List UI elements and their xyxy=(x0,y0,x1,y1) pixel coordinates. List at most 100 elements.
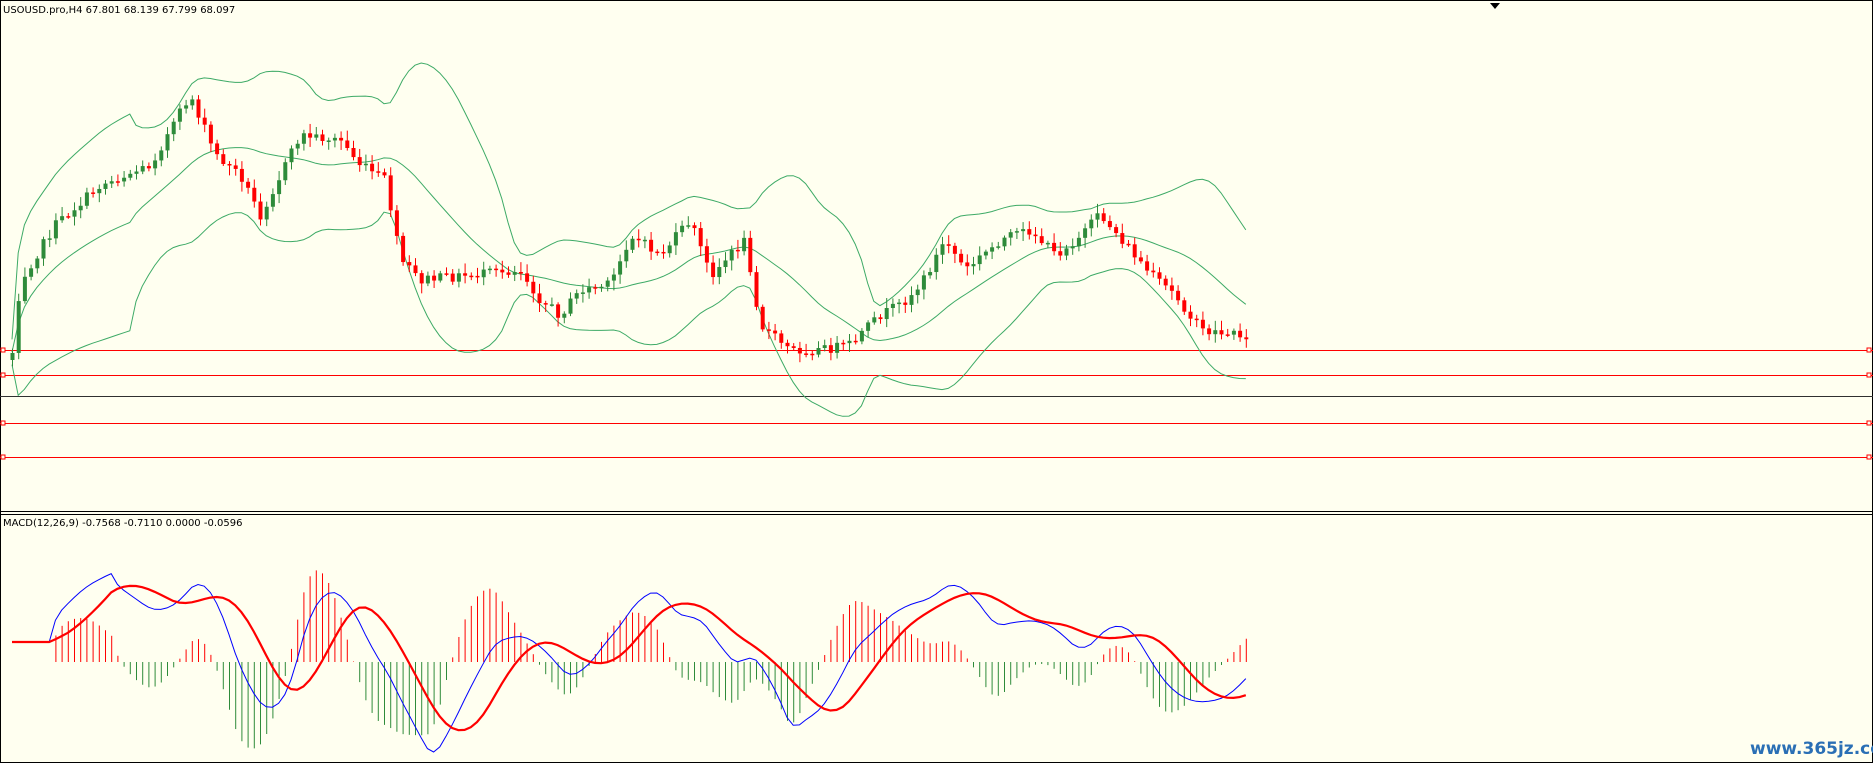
candle-body xyxy=(909,295,914,305)
candle-body xyxy=(165,134,170,151)
candle-body xyxy=(252,187,257,202)
candle-body xyxy=(630,238,635,250)
candle-body xyxy=(760,306,765,330)
candle-body xyxy=(401,235,406,263)
candle-body xyxy=(1058,251,1063,256)
candle-body xyxy=(171,121,176,135)
candle-body xyxy=(1002,237,1007,247)
candle-body xyxy=(680,225,685,233)
candle-body xyxy=(686,225,691,227)
candle-body xyxy=(494,268,499,271)
candle-body xyxy=(996,246,1001,248)
candle-body xyxy=(977,255,982,265)
candle-body xyxy=(264,206,269,220)
candle-body xyxy=(1033,234,1038,237)
candle-body xyxy=(971,264,976,267)
candle-body xyxy=(934,254,939,273)
candle-body xyxy=(1045,242,1050,245)
candle-body xyxy=(742,237,747,252)
candle-body xyxy=(1107,221,1112,228)
candle-body xyxy=(500,269,505,273)
candle-body xyxy=(785,342,790,347)
candle-body xyxy=(556,304,561,318)
bollinger-lower-line xyxy=(11,211,1246,417)
candle-body xyxy=(413,265,418,274)
candle-body xyxy=(698,228,703,247)
macd-pane-title: MACD(12,26,9) -0.7568 -0.7110 0.0000 -0.… xyxy=(3,518,242,529)
candle-body xyxy=(469,275,474,278)
candle-body xyxy=(314,134,319,138)
candle-body xyxy=(97,188,102,194)
candle-body xyxy=(549,304,554,306)
candle-body xyxy=(1157,272,1162,279)
level-marker-left xyxy=(0,372,6,378)
candle-body xyxy=(1219,330,1224,335)
candle-body xyxy=(345,140,350,148)
candle-body xyxy=(438,273,443,281)
bollinger-upper-line xyxy=(11,62,1247,340)
candle-body xyxy=(72,210,77,217)
candle-body xyxy=(332,137,337,141)
candle-body xyxy=(1076,237,1081,247)
candle-body xyxy=(388,175,393,211)
candle-body xyxy=(140,166,145,172)
candle-body xyxy=(574,293,579,299)
candle-body xyxy=(568,298,573,314)
candle-body xyxy=(184,105,189,109)
candle-body xyxy=(537,293,542,304)
price-pane-title: USOUSD.pro,H4 67.801 68.139 67.799 68.09… xyxy=(3,5,235,16)
candle-body xyxy=(897,302,902,305)
candle-body xyxy=(525,273,530,282)
candle-body xyxy=(109,181,114,184)
candle-body xyxy=(506,272,511,275)
candle-body xyxy=(1151,270,1156,273)
candle-body xyxy=(804,353,809,355)
candle-body xyxy=(729,249,734,261)
candle-body xyxy=(394,210,399,236)
candle-body xyxy=(649,239,654,252)
candle-body xyxy=(283,162,288,181)
candle-body xyxy=(903,302,908,305)
candle-body xyxy=(432,275,437,281)
candle-body xyxy=(766,329,771,331)
candle-body xyxy=(277,180,282,195)
candle-body xyxy=(773,330,778,334)
level-marker-right xyxy=(1866,454,1872,460)
candle-body xyxy=(1225,334,1230,336)
candle-body xyxy=(512,272,517,275)
candle-body xyxy=(599,286,604,289)
candle-body xyxy=(233,165,238,169)
candle-body xyxy=(1014,231,1019,233)
candle-body xyxy=(382,172,387,176)
candle-body xyxy=(270,194,275,207)
macd-main-line xyxy=(12,573,1247,753)
candle-body xyxy=(1163,278,1168,286)
level-marker-left xyxy=(0,420,6,426)
candle-body xyxy=(47,238,52,240)
candle-body xyxy=(878,317,883,320)
candle-body xyxy=(673,232,678,246)
candle-body xyxy=(1231,330,1236,335)
shift-marker-icon[interactable] xyxy=(1490,3,1500,9)
candle-body xyxy=(215,143,220,155)
candle-body xyxy=(704,246,709,263)
candle-body xyxy=(227,163,232,166)
candle-body xyxy=(1126,243,1131,246)
candle-body xyxy=(872,317,877,323)
candle-body xyxy=(246,181,251,188)
candle-body xyxy=(66,216,71,218)
candle-body xyxy=(847,340,852,344)
price-pane xyxy=(0,62,1873,460)
candle-body xyxy=(711,262,716,278)
candle-body xyxy=(1169,285,1174,291)
candle-body xyxy=(295,143,300,149)
candle-body xyxy=(456,273,461,282)
candle-body xyxy=(636,238,641,241)
level-marker-left xyxy=(0,347,6,353)
candle-body xyxy=(450,273,455,282)
candle-body xyxy=(952,245,957,254)
candle-body xyxy=(128,173,133,178)
macd-lines xyxy=(12,573,1247,753)
candle-body xyxy=(965,262,970,267)
